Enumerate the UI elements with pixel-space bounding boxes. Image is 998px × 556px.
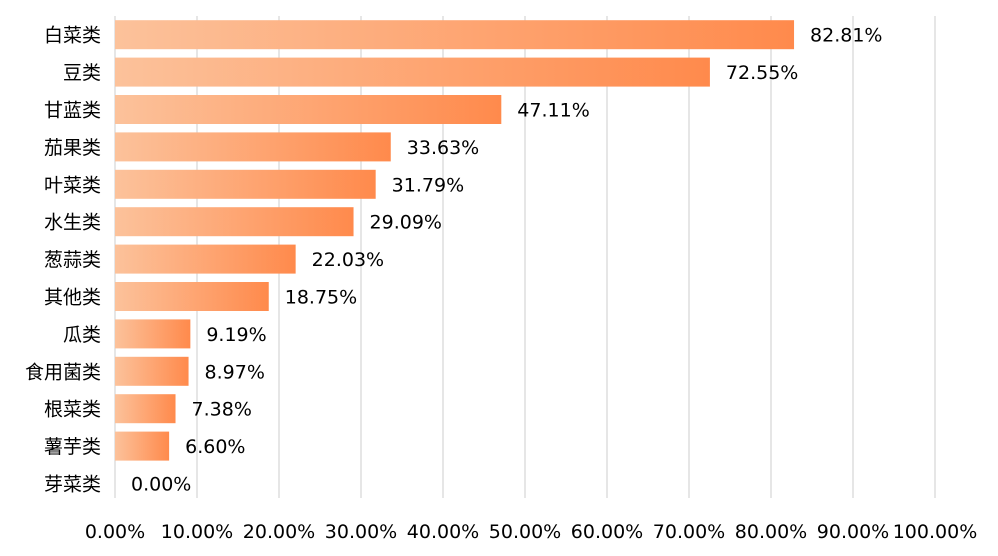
value-label: 8.97% [205,361,265,383]
bars [115,20,795,461]
value-label: 72.55% [726,62,798,84]
bar [115,20,795,50]
x-tick-label: 0.00% [85,521,145,543]
value-label: 9.19% [206,324,266,346]
x-tick-label: 60.00% [571,521,643,543]
value-label: 6.60% [185,436,245,458]
bar [115,57,710,87]
bar [115,431,170,461]
x-tick-label: 70.00% [653,521,725,543]
bar [115,169,376,199]
x-tick-label: 40.00% [407,521,479,543]
value-label: 18.75% [285,287,357,309]
value-label: 82.81% [810,25,882,47]
category-label: 薯芋类 [44,436,101,458]
category-label: 其他类 [44,287,101,309]
category-label: 甘蓝类 [44,100,101,122]
value-label: 47.11% [517,100,589,122]
value-label: 22.03% [312,249,384,271]
category-label: 茄果类 [44,137,101,159]
value-label: 29.09% [370,212,442,234]
category-label: 瓜类 [63,324,101,346]
value-label: 0.00% [131,474,191,496]
bar [115,282,269,311]
bar [115,319,191,349]
category-label: 水生类 [44,212,101,234]
x-axis-tick-labels: 0.00% 10.00% 20.00% 30.00% 40.00% 50.00% 60.00… [85,521,977,543]
bar [115,207,354,237]
category-label: 豆类 [63,62,101,84]
x-tick-label: 90.00% [817,521,889,543]
x-tick-label: 30.00% [325,521,397,543]
x-tick-label: 50.00% [489,521,561,543]
x-tick-label: 10.00% [161,521,233,543]
x-tick-label: 20.00% [243,521,315,543]
bar [115,394,176,424]
value-label: 7.38% [192,399,252,421]
value-label: 33.63% [407,137,479,159]
value-label: 31.79% [392,174,464,196]
category-label: 叶菜类 [44,174,101,196]
bar [115,132,391,162]
bar [115,95,502,124]
value-labels: 82.81% 72.55% 47.11% 33.63% 31.79% 29.09% 22.0… [131,25,882,496]
bar [115,244,296,274]
category-label: 白菜类 [44,25,101,47]
category-label: 葱蒜类 [44,249,101,271]
category-label: 芽菜类 [44,474,101,496]
category-label: 食用菌类 [25,361,101,383]
category-label: 根菜类 [44,399,101,421]
bar [115,356,189,386]
x-tick-label: 100.00% [893,521,978,543]
x-tick-label: 80.00% [735,521,807,543]
